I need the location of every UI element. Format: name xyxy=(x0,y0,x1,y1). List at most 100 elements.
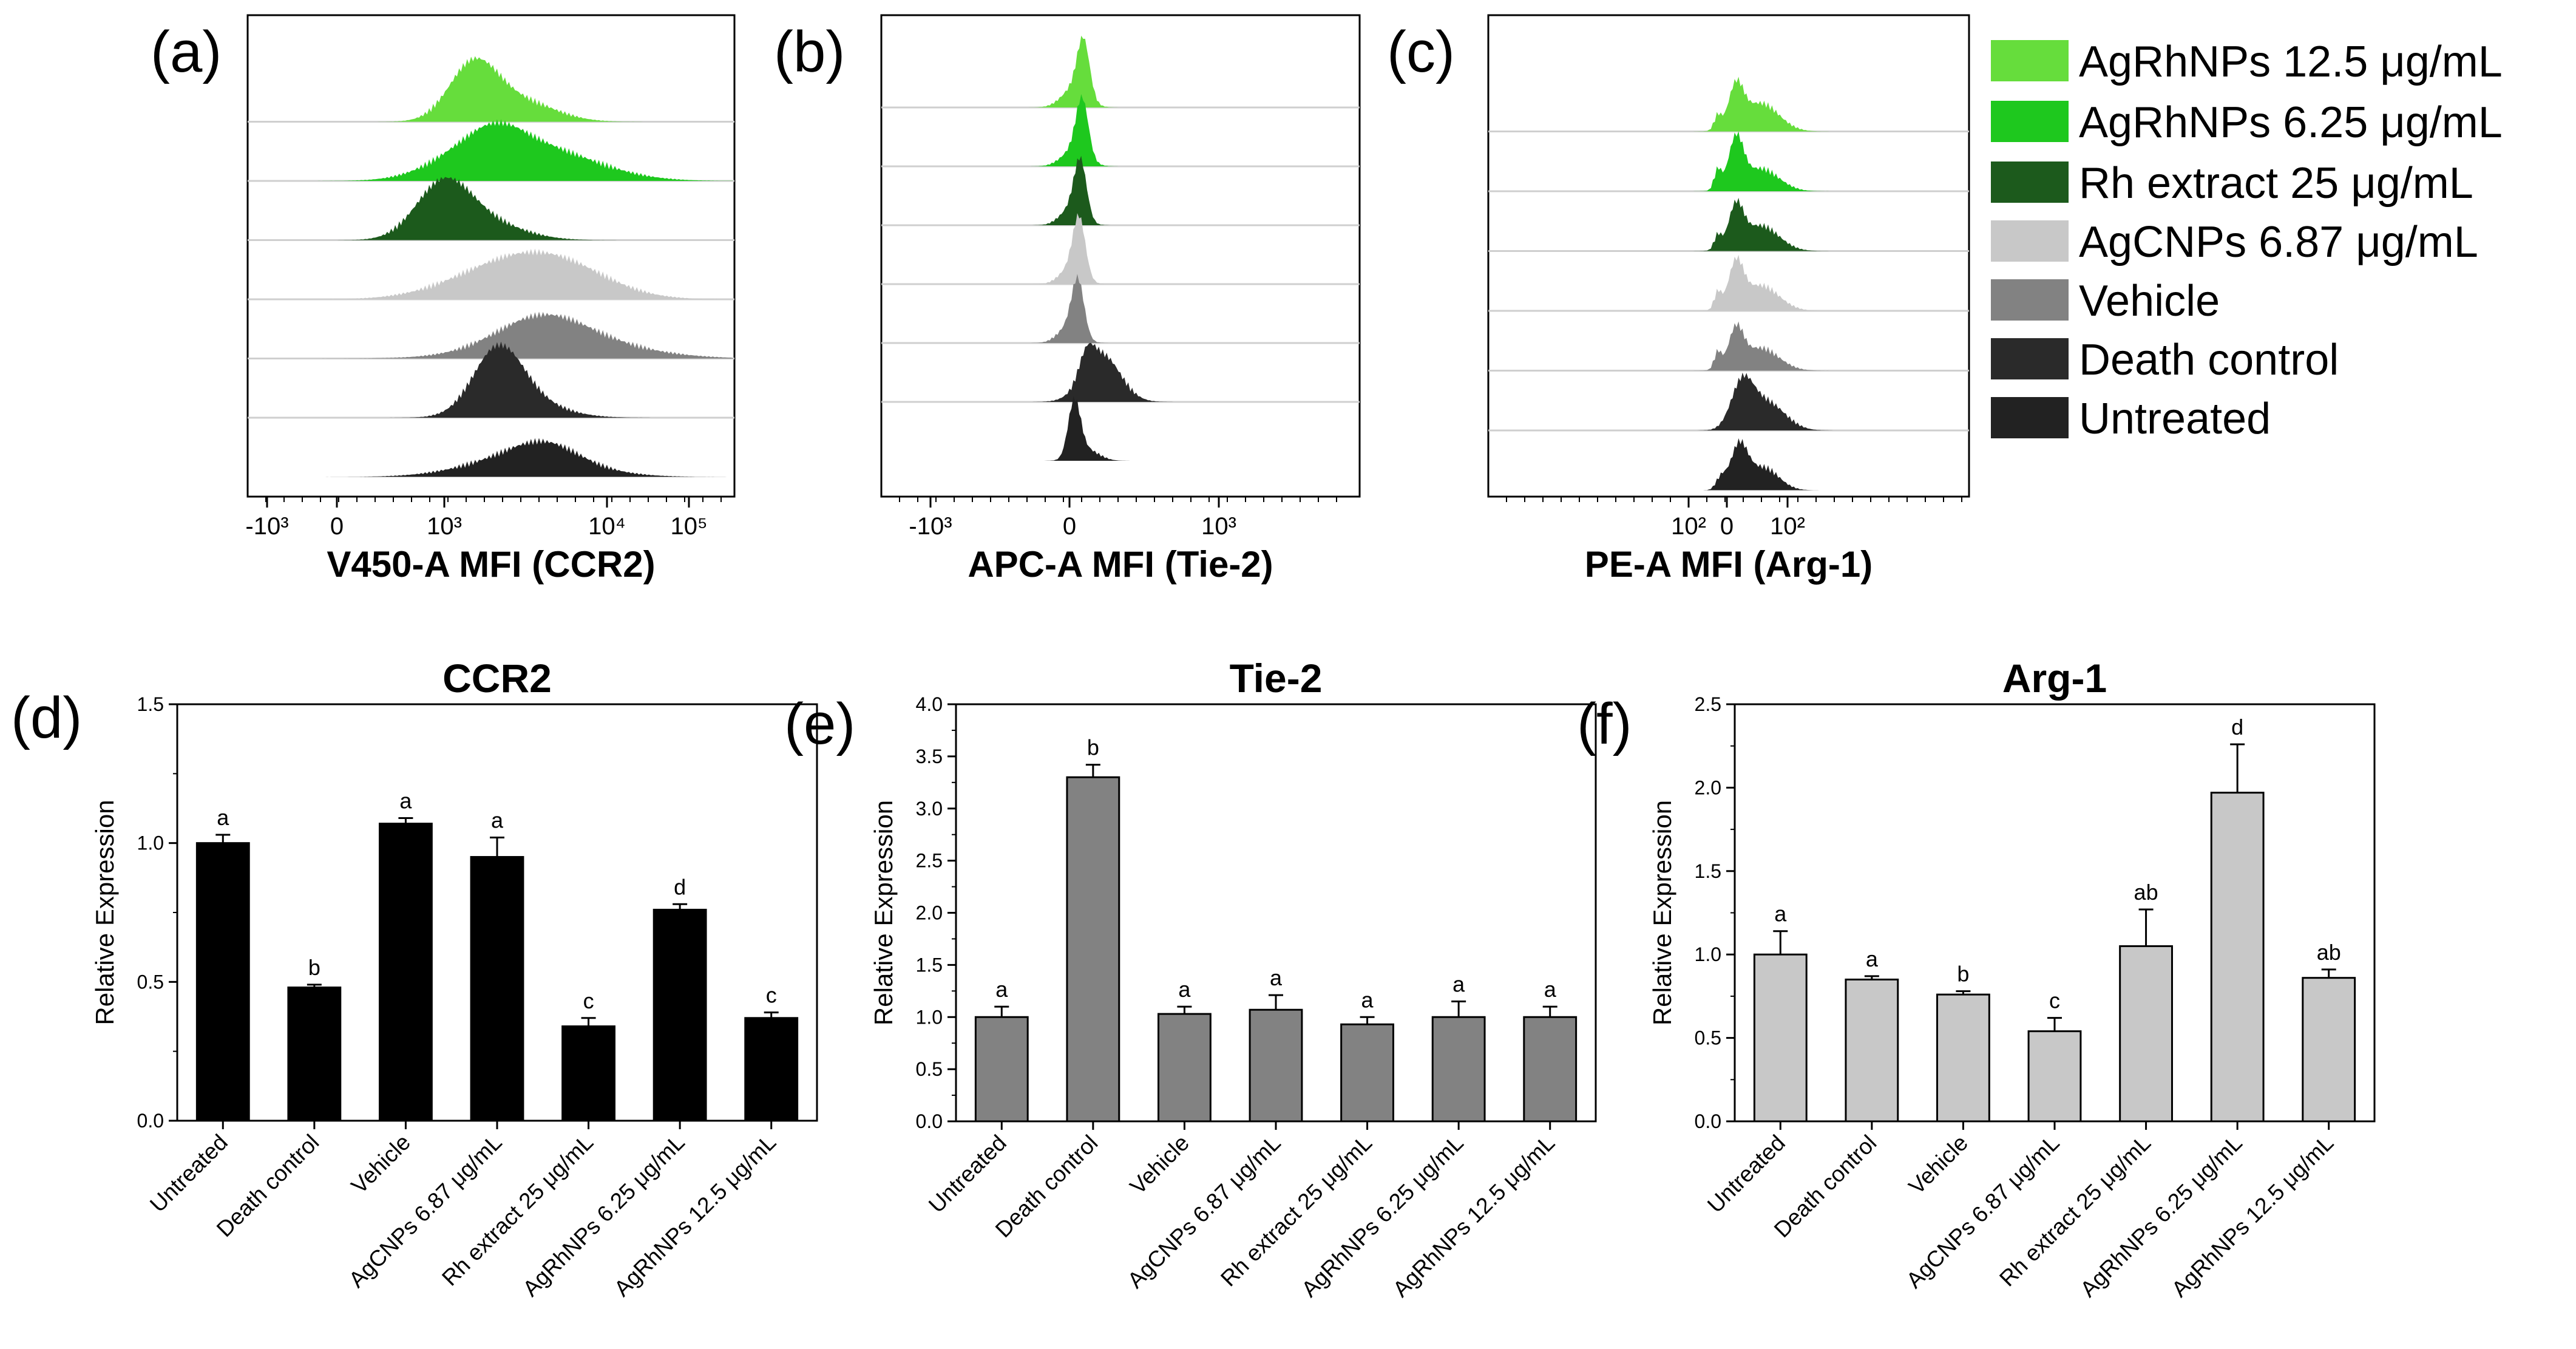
significance-letter: a xyxy=(995,977,1008,1002)
histogram-tick-label: 10⁴ xyxy=(588,513,626,540)
bar-chart-ccr2: CCR2 0.0 0.5 1.0 1.5 Relative Expression a Untr… xyxy=(90,656,818,1302)
significance-letter: d xyxy=(2231,715,2243,739)
significance-letter: b xyxy=(1957,962,1969,987)
histogram-curve-agrhnps-6-25-g-ml xyxy=(1488,131,1969,191)
x-category-label: Vehicle xyxy=(1125,1130,1194,1199)
bar xyxy=(1523,1016,1578,1123)
y-tick-label: 1.0 xyxy=(137,832,164,854)
legend-label: AgRhNPs 12.5 μg/mL xyxy=(2079,38,2503,86)
panel-label-a: (a) xyxy=(151,19,222,84)
x-category-label: Untreated xyxy=(145,1130,232,1217)
legend-label: AgCNPs 6.87 μg/mL xyxy=(2079,218,2478,267)
significance-letter: b xyxy=(308,955,320,980)
x-category-label: AgRhNPs 6.25 μg/mL xyxy=(2075,1130,2247,1302)
x-category-label: AgRhNPs 6.25 μg/mL xyxy=(1296,1130,1468,1302)
legend-label: Vehicle xyxy=(2079,277,2220,325)
significance-letter: a xyxy=(217,805,229,830)
histogram-panel-a: -10³ 0 10³ 10⁴ 10⁵ V450-A MFI (CCR2) xyxy=(245,14,736,585)
histogram-tick-label: 0 xyxy=(330,513,344,540)
significance-letter: a xyxy=(1866,946,1879,971)
x-category-label: AgRhNPs 6.25 μg/mL xyxy=(518,1130,690,1302)
bar xyxy=(2027,1030,2082,1123)
histogram-tick-label: 0 xyxy=(1063,513,1076,540)
x-category-label: Rh extract 25 μg/mL xyxy=(437,1130,598,1291)
histogram-curve-rh-extract-25-g-ml xyxy=(248,177,734,240)
significance-letter: a xyxy=(1270,965,1283,990)
bar xyxy=(287,986,342,1122)
y-tick-label: 1.5 xyxy=(137,693,164,715)
significance-letter: d xyxy=(674,874,686,899)
y-tick-label: 0.0 xyxy=(916,1110,943,1132)
x-category-label: AgCNPs 6.87 μg/mL xyxy=(1902,1130,2064,1293)
significance-letter: a xyxy=(491,808,504,833)
legend-swatch xyxy=(1991,101,2069,142)
bar xyxy=(1753,953,1808,1123)
legend-swatch xyxy=(1991,397,2069,438)
histogram-curve-death-control xyxy=(1488,372,1969,430)
bar xyxy=(652,908,707,1122)
histogram-curve-death-control xyxy=(881,342,1360,402)
panel-label-e: (e) xyxy=(784,691,855,756)
y-tick-label: 0.5 xyxy=(137,971,164,993)
bar xyxy=(2210,792,2265,1123)
significance-letter: a xyxy=(1361,987,1374,1012)
y-tick-label: 2.0 xyxy=(916,902,943,924)
y-tick-label: 2.5 xyxy=(1695,693,1721,715)
bar xyxy=(195,842,250,1122)
histogram-frame xyxy=(880,14,1361,498)
y-tick-label: 2.5 xyxy=(916,850,943,872)
significance-letter: a xyxy=(399,789,412,814)
x-category-label: AgCNPs 6.87 μg/mL xyxy=(1123,1130,1286,1293)
bar xyxy=(379,823,433,1122)
bar xyxy=(974,1016,1029,1123)
significance-letter: c xyxy=(766,983,777,1008)
panel-label-d: (d) xyxy=(11,685,82,750)
histogram-tick-label: 10³ xyxy=(1201,513,1236,540)
y-tick-label: 1.5 xyxy=(1695,860,1721,882)
histogram-curve-death-control xyxy=(248,341,734,418)
significance-letter: c xyxy=(583,988,594,1013)
histogram-curve-agrhnps-6-25-g-ml xyxy=(881,94,1360,166)
histogram-curve-vehicle xyxy=(1488,321,1969,371)
significance-letter: ab xyxy=(2317,940,2341,965)
x-category-label: Rh extract 25 μg/mL xyxy=(1995,1130,2155,1291)
histogram-curve-agcnps-6-87-g-ml xyxy=(1488,254,1969,311)
histogram-frame xyxy=(1487,14,1970,498)
bar xyxy=(2302,977,2356,1123)
histogram-curve-rh-extract-25-g-ml xyxy=(1488,197,1969,251)
chart-title: Arg-1 xyxy=(2002,656,2107,701)
y-tick-label: 2.0 xyxy=(1695,776,1721,798)
x-category-label: AgRhNPs 12.5 μg/mL xyxy=(609,1130,781,1302)
histogram-tick-label: 10² xyxy=(1770,513,1805,540)
histogram-x-axis-label: APC-A MFI (Tie-2) xyxy=(968,544,1273,585)
panel-label-b: (b) xyxy=(774,19,845,84)
chart-title: CCR2 xyxy=(442,656,552,701)
legend-label: AgRhNPs 6.25 μg/mL xyxy=(2079,98,2503,147)
x-category-label: Untreated xyxy=(1703,1130,1790,1218)
histogram-tick-label: 0 xyxy=(1720,513,1734,540)
significance-letter: a xyxy=(1178,977,1191,1002)
histogram-x-axis-label: V450-A MFI (CCR2) xyxy=(327,544,655,585)
legend-swatch xyxy=(1991,40,2069,81)
x-category-label: Untreated xyxy=(924,1130,1011,1218)
y-tick-label: 4.0 xyxy=(916,693,943,715)
legend-swatch xyxy=(1991,279,2069,321)
legend-swatch xyxy=(1991,220,2069,262)
bar-chart-tie2: Tie-2 0.0 0.5 1.0 1.5 2.0 2.5 3.0 3.5 4.0 Relative… xyxy=(869,656,1597,1302)
histogram-tick-label: 10³ xyxy=(427,513,462,540)
bar xyxy=(2119,945,2173,1123)
histogram-curve-untreated xyxy=(248,438,734,477)
legend: AgRhNPs 12.5 μg/mL AgRhNPs 6.25 μg/mL Rh e… xyxy=(1991,38,2503,443)
histogram-curve-agcnps-6-87-g-ml xyxy=(248,248,734,299)
y-axis-label: Relative Expression xyxy=(869,800,898,1025)
y-tick-label: 1.0 xyxy=(1695,943,1721,965)
legend-label: Untreated xyxy=(2079,395,2271,443)
y-tick-label: 0.0 xyxy=(137,1110,164,1132)
histogram-x-axis-label: PE-A MFI (Arg-1) xyxy=(1585,544,1873,585)
panel-label-f: (f) xyxy=(1577,691,1632,756)
histogram-curve-agrhnps-6-25-g-ml xyxy=(248,119,734,181)
y-tick-label: 1.5 xyxy=(916,954,943,976)
bar xyxy=(744,1017,799,1122)
histogram-panel-c: 10² 0 10² PE-A MFI (Arg-1) xyxy=(1487,14,1970,585)
